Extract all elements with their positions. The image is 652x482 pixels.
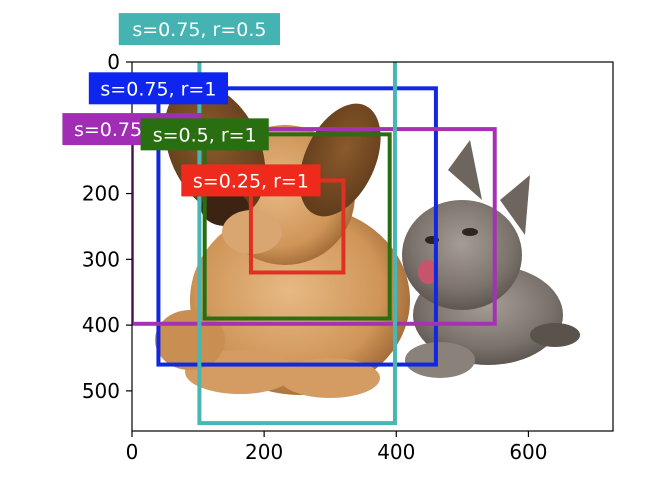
bounding-box-2 (202, 132, 392, 321)
x-tick-label: 600 (509, 440, 547, 464)
box-label: s=0.75, r=0.5 (118, 13, 281, 46)
box-label: s=0.25, r=1 (181, 164, 321, 197)
y-tick-label: 0 (107, 50, 120, 74)
box-label-background (118, 13, 281, 46)
box-label-text: s=0.75, r=0.5 (132, 19, 266, 41)
y-tick-label: 300 (82, 247, 120, 271)
box-label-text: s=0.75, r=1 (100, 78, 216, 100)
x-tick-label: 200 (245, 440, 283, 464)
box-label-background (88, 72, 229, 105)
box-label-text: s=0.5, r=1 (153, 124, 257, 146)
box-labels: s=0.75, r=0.5s=0.75, r=1s=0.75, r=2s=0.5… (62, 13, 321, 197)
bounding-box-4 (132, 127, 497, 326)
box-label-text: s=0.25, r=1 (193, 170, 309, 192)
box-label: s=0.5, r=1 (140, 118, 269, 151)
x-tick-label: 0 (126, 440, 139, 464)
y-tick-label: 500 (82, 379, 120, 403)
box-label: s=0.75, r=1 (88, 72, 229, 105)
x-tick-label: 400 (377, 440, 415, 464)
axes-frame (131, 61, 614, 432)
box-label-background (181, 164, 321, 197)
y-tick-label: 400 (82, 313, 120, 337)
bounding-box-5 (197, 62, 397, 426)
bounding-boxes (132, 62, 497, 426)
y-tick-label: 200 (82, 182, 120, 206)
box-label-background (140, 118, 269, 151)
cat-figure (402, 140, 580, 378)
bounding-box-1 (156, 86, 438, 367)
